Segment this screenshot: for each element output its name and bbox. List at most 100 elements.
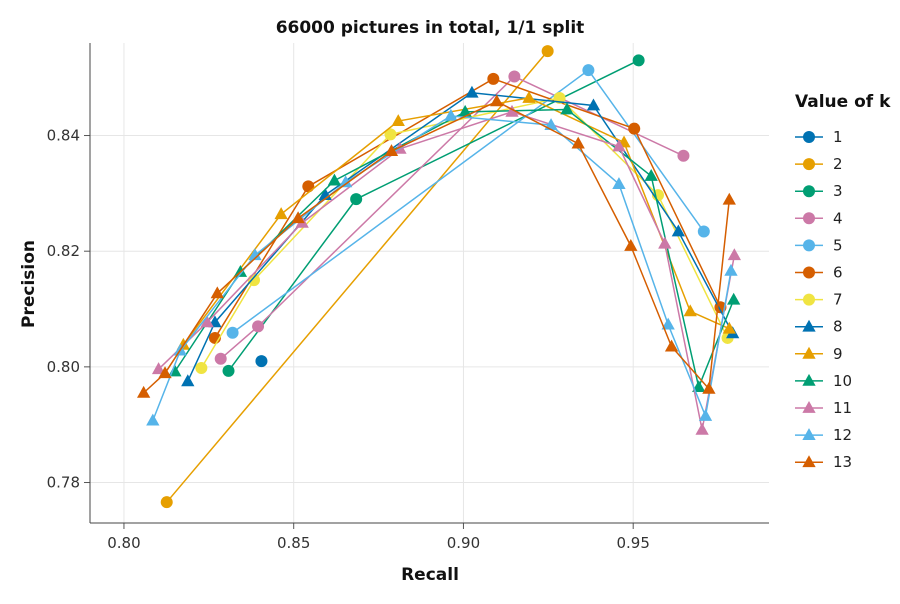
legend-label: 8: [833, 318, 843, 336]
legend-marker: [803, 131, 815, 143]
y-tick-label: 0.78: [47, 474, 80, 492]
legend-label: 10: [833, 372, 852, 390]
legend-label: 12: [833, 426, 852, 444]
data-point-k-6: [487, 72, 500, 85]
legend-label: 11: [833, 399, 852, 417]
legend-marker: [803, 158, 815, 171]
data-point-k-9: [274, 207, 288, 220]
data-point-k-12: [698, 409, 713, 421]
x-tick-label: 0.85: [277, 534, 310, 552]
data-point-k-13: [136, 385, 151, 398]
legend-title: Value of k: [795, 92, 891, 112]
legend-label: 13: [833, 453, 852, 471]
legend-item-k-13: 13: [795, 453, 852, 471]
data-point-k-10: [644, 169, 658, 181]
data-point-k-3: [350, 193, 363, 206]
series-k-2: [160, 45, 554, 509]
data-point-k-10: [727, 292, 741, 305]
data-point-k-11: [200, 315, 214, 328]
data-point-k-7: [195, 362, 208, 375]
y-tick-label: 0.84: [47, 127, 80, 145]
series-k-1: [255, 355, 268, 368]
legend-marker: [803, 266, 815, 279]
y-axis-title: Precision: [19, 240, 39, 328]
series-line-k-12: [152, 115, 732, 421]
data-point-k-7: [384, 128, 397, 141]
legend-marker: [803, 293, 815, 306]
legend-marker: [803, 212, 815, 225]
legend-label: 3: [833, 182, 843, 200]
data-point-k-12: [661, 317, 675, 330]
legend-item-k-3: 3: [795, 182, 843, 200]
data-point-k-7: [247, 274, 260, 287]
legend-marker: [802, 319, 816, 332]
legend-label: 1: [833, 128, 843, 146]
legend-marker: [802, 401, 816, 413]
data-point-k-13: [624, 238, 638, 251]
data-point-k-5: [582, 64, 595, 77]
x-tick-label: 0.90: [447, 534, 480, 552]
data-point-k-13: [291, 211, 305, 224]
series-k-8: [181, 85, 740, 387]
legend-label: 9: [833, 345, 843, 363]
data-point-k-6: [628, 122, 641, 135]
legend-marker: [803, 185, 815, 198]
axes: 0.80 0.85 0.90 0.95 0.78 0.80 0.82 0.84: [47, 43, 769, 552]
data-point-k-8: [671, 224, 685, 237]
legend-marker: [802, 373, 816, 386]
y-tick-label: 0.80: [47, 358, 80, 376]
data-point-k-10: [327, 173, 342, 186]
data-point-k-13: [490, 94, 504, 107]
legend-label: 4: [833, 209, 843, 227]
legend-item-k-2: 2: [795, 155, 843, 173]
data-point-k-12: [338, 175, 353, 188]
legend-item-k-10: 10: [795, 372, 852, 390]
data-point-k-12: [444, 108, 458, 121]
legend-marker: [802, 455, 816, 468]
y-tick-label: 0.82: [47, 242, 80, 260]
data-point-k-13: [702, 381, 716, 394]
legend-item-k-1: 1: [795, 128, 843, 146]
data-point-k-11: [151, 362, 166, 375]
legend-label: 7: [833, 291, 843, 309]
data-point-k-11: [727, 248, 742, 261]
x-tick-label: 0.80: [107, 534, 140, 552]
data-point-k-4: [677, 149, 690, 162]
data-point-k-9: [722, 321, 736, 334]
data-point-k-9: [522, 90, 536, 103]
series-line-k-2: [166, 50, 549, 503]
data-point-k-4: [508, 70, 521, 83]
chart-title: 66000 pictures in total, 1/1 split: [276, 18, 585, 38]
data-point-k-13: [571, 136, 585, 149]
data-point-k-5: [697, 225, 710, 238]
data-point-k-13: [384, 144, 399, 157]
legend-label: 2: [833, 155, 843, 173]
legend-item-k-9: 9: [795, 345, 843, 363]
data-point-k-2: [160, 496, 173, 509]
data-point-k-8: [465, 85, 479, 98]
legend-item-k-4: 4: [795, 209, 843, 227]
data-point-k-12: [612, 177, 626, 190]
x-axis-title: Recall: [401, 565, 459, 585]
series-k-5: [226, 64, 710, 339]
legend-item-k-8: 8: [795, 318, 843, 336]
data-point-k-10: [458, 104, 472, 117]
legend-label: 6: [833, 264, 843, 282]
data-point-k-8: [181, 374, 195, 387]
legend-label: 5: [833, 236, 843, 254]
data-point-k-3: [222, 364, 235, 377]
legend-item-k-12: 12: [795, 426, 852, 444]
legend-marker: [802, 346, 816, 359]
data-point-k-10: [560, 102, 574, 115]
data-point-k-12: [146, 413, 160, 426]
data-point-k-2: [541, 45, 554, 58]
legend-item-k-5: 5: [795, 236, 843, 254]
data-point-k-12: [724, 263, 738, 276]
data-point-k-13: [664, 339, 679, 352]
data-point-k-6: [302, 180, 315, 193]
data-point-k-4: [214, 352, 227, 365]
data-point-k-4: [252, 320, 265, 333]
